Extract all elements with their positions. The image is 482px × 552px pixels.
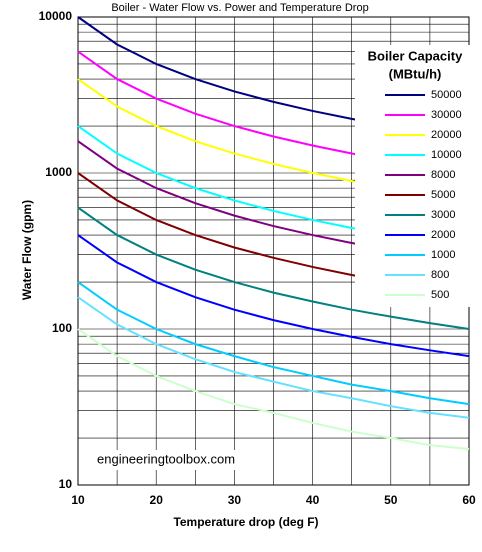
legend-label: 30000 [431, 109, 462, 121]
y-tick-label: 1000 [45, 165, 72, 179]
x-tick-label: 10 [71, 493, 85, 507]
legend-title: (MBtu/h) [389, 66, 442, 81]
legend-title: Boiler Capacity [368, 48, 463, 63]
legend-label: 2000 [431, 229, 455, 241]
annotation: engineeringtoolbox.com [97, 451, 235, 466]
legend-label: 8000 [431, 169, 455, 181]
y-tick-label: 10 [59, 477, 73, 491]
legend-label: 800 [431, 269, 449, 281]
legend-label: 20000 [431, 129, 462, 141]
x-axis-label: Temperature drop (deg F) [173, 515, 318, 529]
series-line [77, 234, 470, 358]
legend-label: 3000 [431, 209, 455, 221]
y-tick-label: 10000 [39, 9, 73, 23]
series-line [77, 296, 470, 419]
y-axis-label: Water Flow (gpm) [20, 200, 34, 300]
x-tick-label: 20 [150, 493, 164, 507]
chart-title: Boiler - Water Flow vs. Power and Temper… [111, 2, 368, 14]
y-tick-label: 100 [52, 321, 72, 335]
series-line [77, 328, 470, 451]
annotation-bg [92, 450, 252, 470]
x-tick-label: 30 [228, 493, 242, 507]
series-line [77, 206, 470, 330]
series-line [77, 281, 470, 406]
legend-label: 500 [431, 289, 449, 301]
legend-label: 10000 [431, 149, 462, 161]
legend-label: 5000 [431, 189, 455, 201]
x-tick-label: 40 [306, 493, 320, 507]
x-tick-label: 60 [462, 493, 476, 507]
x-tick-label: 50 [384, 493, 398, 507]
legend-label: 50000 [431, 89, 462, 101]
legend-label: 1000 [431, 249, 455, 261]
